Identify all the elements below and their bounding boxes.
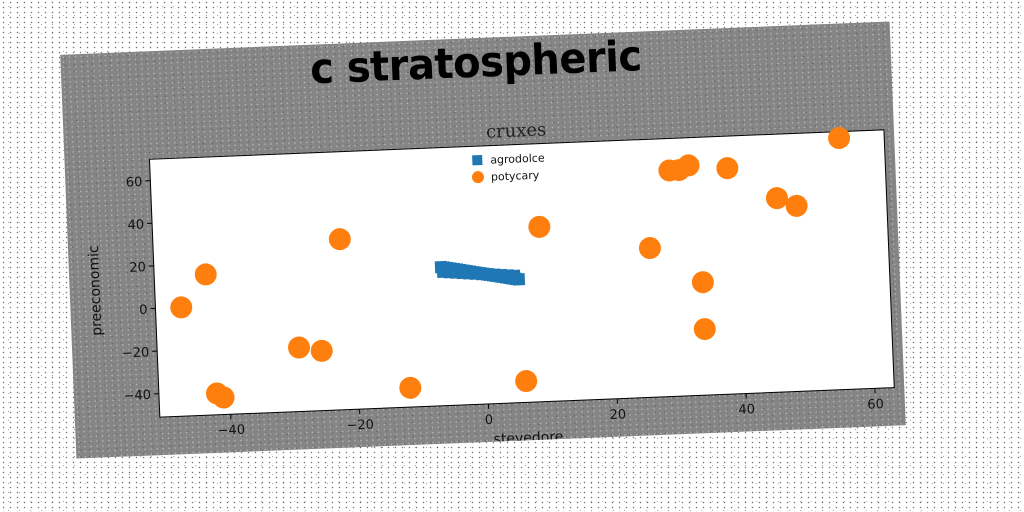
potycary-point <box>515 370 538 393</box>
potycary-point <box>288 336 311 359</box>
figure-card: c stratospheric cruxes −40 −20 0 20 40 60 −40−… <box>60 21 906 459</box>
agrodolce-point <box>507 269 521 283</box>
y-tick-label: −20 <box>122 345 150 361</box>
potycary-point <box>212 386 235 409</box>
scatter-chart: cruxes −40 −20 0 20 40 60 −40 −20 0 20 40 60 steved… <box>86 119 895 448</box>
x-tick-label: 0 <box>485 413 494 428</box>
potycary-point <box>528 215 551 238</box>
y-tick-label: 0 <box>139 303 148 318</box>
x-tick-label: 40 <box>738 402 755 418</box>
potycary-point <box>399 376 422 399</box>
y-tick-label: 20 <box>129 260 146 276</box>
legend: agrodolce potycary <box>471 151 545 184</box>
x-axis-label: stevedore <box>493 429 563 448</box>
x-tick-label: −20 <box>346 418 374 434</box>
y-tick-label: 40 <box>127 218 144 234</box>
y-axis-label: preeconomic <box>86 245 106 336</box>
legend-swatch-agrodolce <box>472 154 483 166</box>
potycary-point <box>828 127 851 150</box>
potycary-point <box>194 263 217 286</box>
potycary-point <box>638 237 661 260</box>
potycary-point <box>310 339 333 362</box>
x-tick-label: 60 <box>867 397 884 413</box>
potycary-point <box>693 318 716 341</box>
potycary-point <box>765 187 788 210</box>
legend-label: agrodolce <box>490 151 545 166</box>
axes: −40 −20 0 20 40 60 −40 −20 0 20 40 60 <box>122 175 885 439</box>
y-tick-label: −40 <box>123 388 151 404</box>
potycary-point <box>328 228 351 251</box>
legend-label: potycary <box>491 169 540 184</box>
potycary-point <box>691 271 714 294</box>
potycary-point <box>668 159 691 182</box>
x-tick-label: 20 <box>609 407 626 423</box>
data-marks <box>170 127 851 409</box>
chart-title: cruxes <box>486 119 547 142</box>
potycary-point <box>170 296 193 319</box>
potycary-point <box>785 194 808 217</box>
x-tick-label: −40 <box>217 423 245 439</box>
potycary-point <box>716 157 739 180</box>
legend-swatch-potycary <box>471 171 484 184</box>
y-tick-label: 60 <box>126 175 143 191</box>
